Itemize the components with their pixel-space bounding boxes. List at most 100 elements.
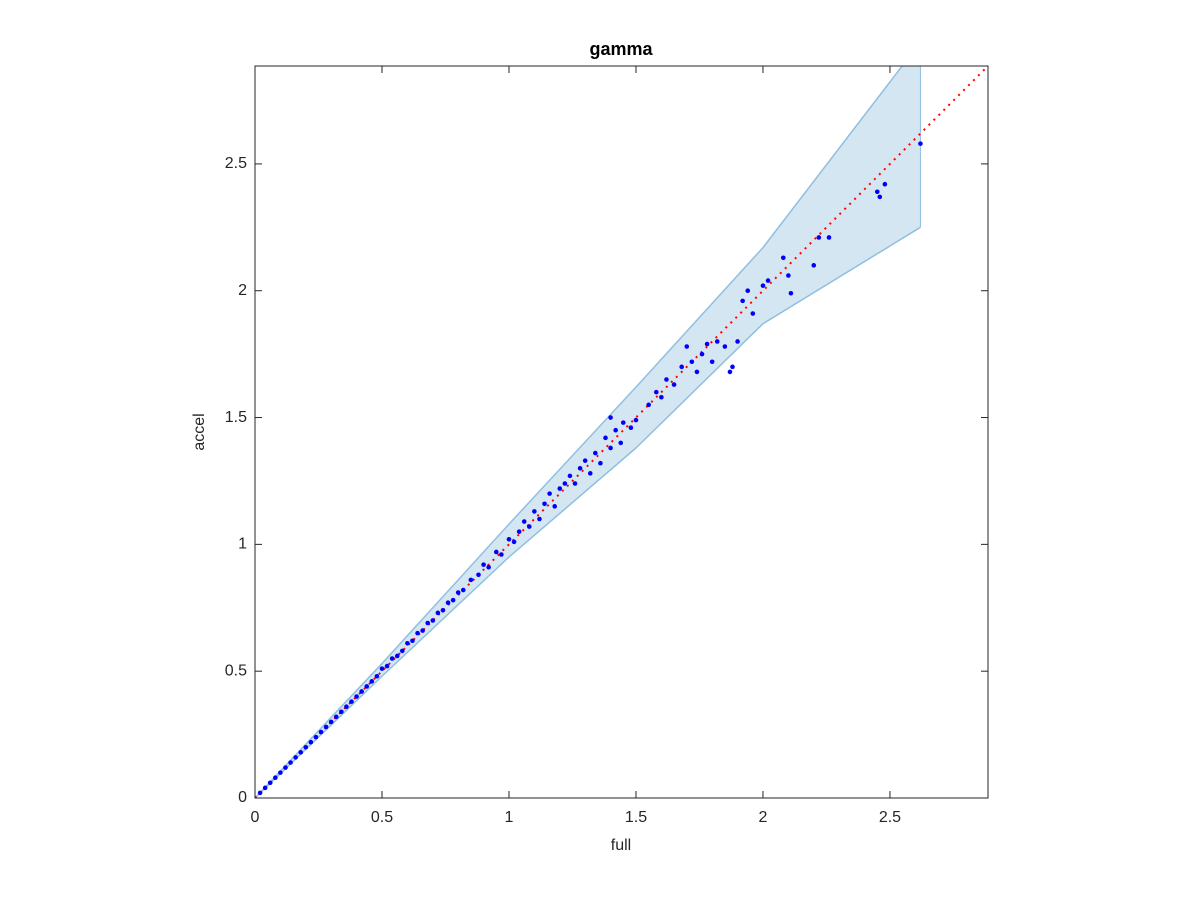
point [440, 608, 446, 613]
point [303, 744, 309, 750]
point [516, 529, 522, 534]
point [369, 679, 375, 684]
point [689, 359, 695, 365]
y-tick-label: 0 [238, 789, 247, 806]
point [486, 564, 491, 570]
point [826, 235, 832, 240]
point [344, 704, 349, 709]
point [359, 689, 364, 694]
point [389, 656, 395, 661]
point [410, 638, 415, 644]
x-tick-label: 2 [759, 809, 768, 826]
point [653, 389, 659, 395]
point [557, 486, 563, 491]
point [577, 465, 583, 471]
point [420, 628, 425, 633]
y-tick-label: 1 [238, 536, 247, 553]
point [537, 516, 542, 522]
point [608, 445, 613, 451]
point [493, 549, 499, 555]
point [445, 600, 451, 605]
point [481, 562, 486, 567]
point [349, 699, 354, 704]
point [374, 673, 380, 679]
point [816, 235, 822, 240]
point [430, 618, 436, 623]
point [608, 415, 613, 420]
point [506, 536, 512, 542]
chart-title: gamma [589, 39, 653, 59]
point [455, 590, 461, 595]
x-tick-label: 2.5 [879, 809, 901, 826]
point [788, 290, 794, 296]
point [786, 273, 791, 278]
x-tick-label: 1 [505, 809, 514, 826]
point [714, 339, 720, 344]
point [527, 524, 532, 529]
point [283, 765, 288, 770]
point [328, 719, 334, 725]
point [364, 684, 370, 689]
point [262, 785, 268, 791]
point [521, 519, 527, 524]
y-tick-label: 2.5 [225, 155, 247, 172]
point [684, 344, 690, 349]
x-tick-label: 1.5 [625, 809, 647, 826]
point [633, 417, 639, 423]
point [354, 694, 359, 699]
point [750, 311, 756, 316]
point [598, 460, 603, 466]
point [532, 509, 537, 514]
point [727, 369, 733, 375]
point [646, 402, 651, 408]
point [722, 344, 728, 349]
point [450, 597, 456, 603]
point [877, 194, 883, 200]
point [760, 283, 766, 288]
x-tick-label: 0.5 [371, 809, 393, 826]
point [384, 663, 390, 669]
point [765, 278, 771, 283]
y-tick-label: 1.5 [225, 409, 247, 426]
point [874, 189, 880, 195]
point [415, 630, 420, 636]
point [735, 339, 740, 344]
band-edge [255, 66, 904, 798]
point [730, 364, 735, 370]
point [811, 263, 817, 268]
point [400, 648, 405, 654]
point [499, 552, 504, 557]
point [699, 351, 705, 357]
point [318, 729, 324, 735]
point [780, 255, 786, 261]
point [333, 714, 339, 720]
point [679, 364, 684, 370]
point [476, 572, 481, 578]
point [745, 288, 751, 294]
point [918, 141, 923, 146]
point [740, 298, 745, 304]
point [542, 501, 547, 507]
point [547, 491, 552, 496]
point [468, 577, 474, 583]
point [664, 377, 669, 382]
point [379, 666, 385, 671]
point [298, 750, 304, 755]
point [273, 775, 278, 781]
point [659, 394, 664, 400]
point [257, 790, 263, 796]
point [582, 458, 588, 463]
point [405, 640, 410, 646]
point [511, 539, 517, 545]
point [394, 653, 400, 659]
band-edge [255, 226, 921, 798]
point [593, 450, 598, 456]
x-tick-label: 0 [251, 809, 260, 826]
y-axis-label: accel [191, 413, 208, 450]
point [567, 473, 573, 479]
point [709, 359, 715, 365]
axes-box [254, 65, 989, 799]
point [323, 724, 329, 730]
